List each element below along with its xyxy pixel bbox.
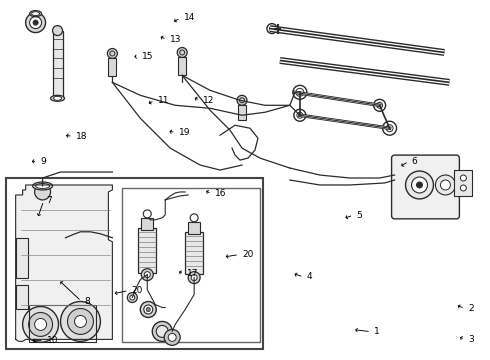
Text: 5: 5	[356, 211, 362, 220]
Circle shape	[237, 95, 247, 105]
Circle shape	[152, 321, 172, 341]
Circle shape	[164, 329, 180, 345]
Circle shape	[141, 269, 153, 280]
Bar	[141, 218, 153, 230]
Ellipse shape	[50, 95, 65, 101]
Ellipse shape	[32, 12, 40, 15]
Text: 1: 1	[374, 327, 380, 336]
Text: 3: 3	[468, 335, 474, 344]
Text: 19: 19	[179, 128, 190, 137]
Bar	[108, 58, 116, 76]
Circle shape	[461, 185, 466, 191]
Bar	[16, 238, 27, 278]
Circle shape	[25, 13, 46, 32]
Ellipse shape	[33, 182, 52, 190]
Circle shape	[29, 17, 42, 28]
Circle shape	[61, 302, 100, 341]
Bar	[138, 228, 156, 273]
Bar	[188, 222, 200, 234]
Circle shape	[383, 121, 396, 135]
Circle shape	[144, 305, 153, 314]
Text: 9: 9	[40, 157, 46, 166]
Polygon shape	[16, 185, 112, 341]
Text: 8: 8	[84, 297, 90, 306]
Text: 17: 17	[187, 269, 198, 278]
Circle shape	[406, 171, 434, 199]
Ellipse shape	[29, 11, 42, 17]
Circle shape	[140, 302, 156, 318]
Text: 10: 10	[47, 336, 58, 345]
Bar	[122, 188, 260, 342]
Circle shape	[293, 85, 307, 99]
Circle shape	[68, 309, 94, 334]
Circle shape	[35, 319, 47, 330]
Circle shape	[33, 20, 38, 25]
Bar	[178, 58, 186, 75]
Text: 11: 11	[158, 96, 169, 105]
Bar	[185, 232, 203, 274]
Text: 16: 16	[215, 189, 226, 198]
Text: 15: 15	[142, 52, 153, 61]
FancyBboxPatch shape	[392, 155, 460, 219]
Circle shape	[156, 325, 168, 337]
Circle shape	[168, 333, 176, 341]
Text: 20: 20	[242, 250, 253, 259]
Bar	[238, 105, 246, 120]
Circle shape	[294, 109, 306, 121]
Bar	[16, 285, 27, 310]
Text: 7: 7	[47, 196, 52, 205]
Circle shape	[143, 210, 151, 218]
Circle shape	[461, 175, 466, 181]
Bar	[454, 170, 472, 196]
Circle shape	[436, 175, 455, 195]
Text: 14: 14	[183, 13, 195, 22]
Text: 2: 2	[468, 304, 473, 313]
Bar	[52, 31, 63, 98]
Circle shape	[130, 295, 135, 300]
Circle shape	[441, 180, 450, 190]
Circle shape	[412, 177, 427, 193]
Circle shape	[23, 306, 58, 342]
Circle shape	[191, 275, 197, 280]
Circle shape	[147, 307, 150, 311]
Circle shape	[127, 293, 137, 302]
Ellipse shape	[53, 96, 62, 100]
Text: 4: 4	[307, 272, 312, 281]
Circle shape	[374, 99, 386, 111]
Circle shape	[52, 26, 63, 36]
Circle shape	[28, 312, 52, 336]
Circle shape	[177, 48, 187, 58]
Circle shape	[190, 214, 198, 222]
Circle shape	[416, 182, 422, 188]
Text: 20: 20	[132, 286, 143, 295]
Text: 12: 12	[203, 96, 215, 105]
Bar	[28, 305, 97, 342]
Circle shape	[35, 184, 50, 200]
Circle shape	[188, 272, 200, 284]
Circle shape	[107, 49, 118, 58]
Circle shape	[74, 315, 86, 328]
Text: 13: 13	[170, 35, 181, 44]
Ellipse shape	[36, 184, 49, 189]
Text: 18: 18	[76, 132, 88, 141]
Bar	[6, 178, 263, 349]
Circle shape	[144, 272, 150, 278]
Text: 6: 6	[412, 157, 417, 166]
